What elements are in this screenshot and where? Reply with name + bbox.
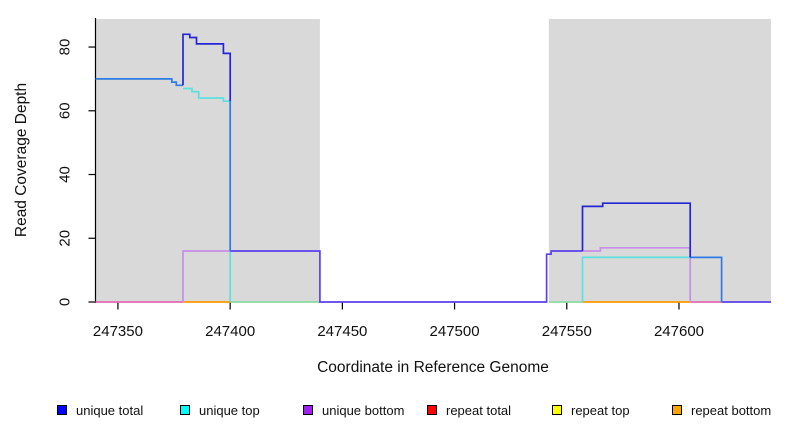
legend-label: repeat top xyxy=(571,402,630,418)
shaded-region xyxy=(95,19,320,302)
coverage-line-segment xyxy=(581,202,692,258)
legend-label: unique total xyxy=(76,402,144,418)
legend-swatch-icon xyxy=(672,405,682,415)
legend-swatch-icon xyxy=(552,405,562,415)
legend-label: unique bottom xyxy=(322,402,405,418)
coverage-line-segment xyxy=(230,250,583,303)
y-tick-label: 40 xyxy=(57,166,74,183)
legend-label: unique top xyxy=(199,402,260,418)
x-tick-label: 247400 xyxy=(205,323,255,340)
x-tick-label: 247350 xyxy=(93,323,143,340)
y-tick-label: 80 xyxy=(57,39,74,56)
y-axis-title: Read Coverage Depth xyxy=(13,82,30,238)
coverage-line-segment xyxy=(581,256,691,302)
y-tick-label: 0 xyxy=(57,298,74,306)
coverage-line-segment xyxy=(95,78,183,87)
x-tick-label: 247500 xyxy=(430,323,480,340)
legend-label: repeat total xyxy=(446,402,512,418)
legend-item-repeat-bottom: repeat bottom xyxy=(672,401,771,419)
legend-item-unique-total: unique total xyxy=(57,401,143,419)
x-tick-label: 247600 xyxy=(654,323,704,340)
coverage-line-segment xyxy=(183,87,232,302)
legend-item-unique-bottom: unique bottom xyxy=(303,401,404,419)
legend-swatch-icon xyxy=(180,405,190,415)
legend: unique total unique top unique bottom repea… xyxy=(0,401,792,419)
coverage-line-segment xyxy=(182,33,232,102)
x-tick-label: 247550 xyxy=(542,323,592,340)
legend-swatch-icon xyxy=(57,405,67,415)
shaded-region xyxy=(548,19,771,302)
coverage-line-segment xyxy=(690,256,723,302)
legend-item-unique-top: unique top xyxy=(180,401,260,419)
x-tick-label: 247450 xyxy=(317,323,367,340)
legend-item-repeat-top: repeat top xyxy=(552,401,630,419)
legend-swatch-icon xyxy=(427,405,437,415)
y-tick-label: 20 xyxy=(57,230,74,247)
coverage-line-segment xyxy=(582,246,692,302)
legend-swatch-icon xyxy=(303,405,313,415)
legend-item-repeat-total: repeat total xyxy=(427,401,511,419)
y-tick-label: 60 xyxy=(57,102,74,119)
x-axis-title: Coordinate in Reference Genome xyxy=(317,359,549,376)
coverage-line-segment xyxy=(182,250,231,302)
legend-label: repeat bottom xyxy=(691,402,772,418)
